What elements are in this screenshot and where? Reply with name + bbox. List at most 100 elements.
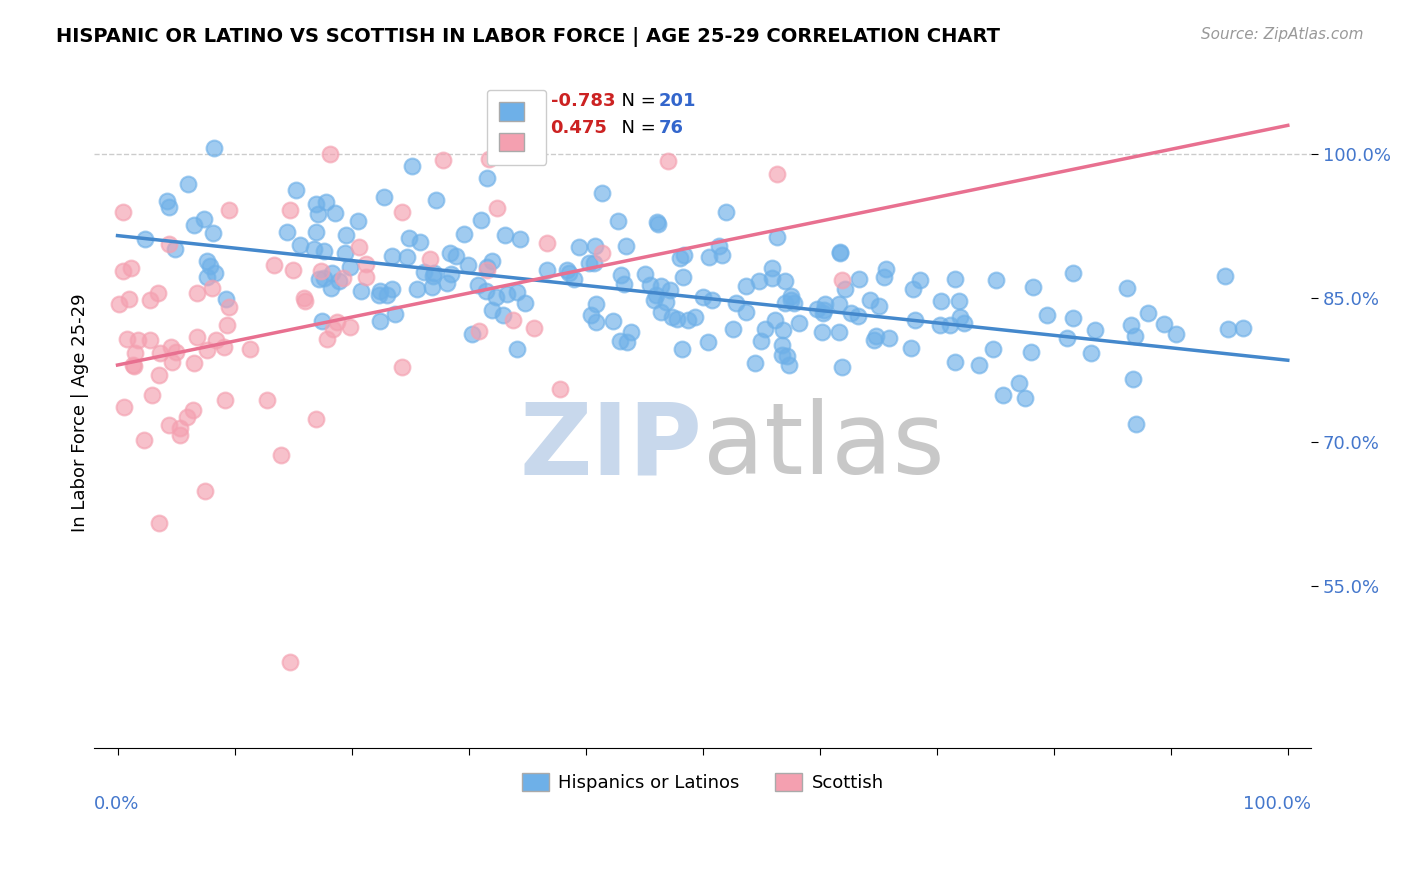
Point [305,226,328,240]
Point [1014,391,1036,405]
Point [609,334,631,348]
Point [302,242,325,256]
Point [419,252,441,267]
Point [1125,417,1147,431]
Point [278,655,301,669]
Point [591,246,613,260]
Point [326,315,349,329]
Point [709,238,731,252]
Text: 100.0%: 100.0% [1243,796,1312,814]
Point [205,333,228,347]
Text: atlas: atlas [703,398,945,495]
Point [903,312,925,326]
Point [294,293,316,308]
Point [239,342,262,356]
Point [461,326,484,341]
Point [350,284,373,298]
Point [425,193,447,207]
Point [197,270,219,285]
Point [806,301,828,316]
Point [877,331,900,345]
Point [685,310,707,325]
Point [616,334,638,349]
Point [591,186,613,200]
Point [186,330,208,344]
Point [312,244,335,259]
Point [307,207,329,221]
Point [949,310,972,325]
Point [486,201,509,215]
Point [332,271,354,285]
Point [420,280,443,294]
Point [555,263,578,277]
Point [638,278,661,293]
Point [558,266,581,280]
Point [381,282,404,296]
Point [413,265,436,279]
Point [156,194,179,209]
Point [339,320,361,334]
Point [780,289,803,303]
Point [671,342,693,356]
Point [697,334,720,349]
Point [711,248,734,262]
Point [475,260,498,274]
Point [183,218,205,232]
Point [481,253,503,268]
Point [1007,376,1029,390]
Point [568,240,591,254]
Point [865,329,887,343]
Point [398,231,420,245]
Point [141,387,163,401]
Point [132,433,155,447]
Point [953,316,976,330]
Point [436,276,458,290]
Point [748,275,770,289]
Point [401,159,423,173]
Point [347,240,370,254]
Point [475,285,498,299]
Point [1022,280,1045,294]
Point [139,333,162,347]
Point [157,237,180,252]
Text: 76: 76 [659,119,683,137]
Text: N =: N = [610,119,662,137]
Point [602,314,624,328]
Point [859,293,882,308]
Point [391,359,413,374]
Point [134,232,156,246]
Point [981,342,1004,356]
Point [276,225,298,239]
Point [862,333,884,347]
Point [212,340,235,354]
Point [112,204,135,219]
Point [395,251,418,265]
Point [112,400,135,414]
Point [900,341,922,355]
Point [766,230,789,244]
Point [828,325,851,339]
Point [201,226,224,240]
Point [148,368,170,383]
Point [112,264,135,278]
Point [305,196,328,211]
Point [354,257,377,271]
Point [672,269,695,284]
Point [315,195,337,210]
Point [384,307,406,321]
Point [776,349,799,363]
Point [139,293,162,308]
Point [831,359,853,374]
Point [157,200,180,214]
Text: R =: R = [510,92,550,111]
Point [1136,306,1159,320]
Point [311,314,333,328]
Point [761,260,783,275]
Point [1166,326,1188,341]
Point [321,267,343,281]
Point [643,293,665,307]
Point [813,302,835,317]
Point [115,332,138,346]
Point [763,312,786,326]
Point [810,325,832,339]
